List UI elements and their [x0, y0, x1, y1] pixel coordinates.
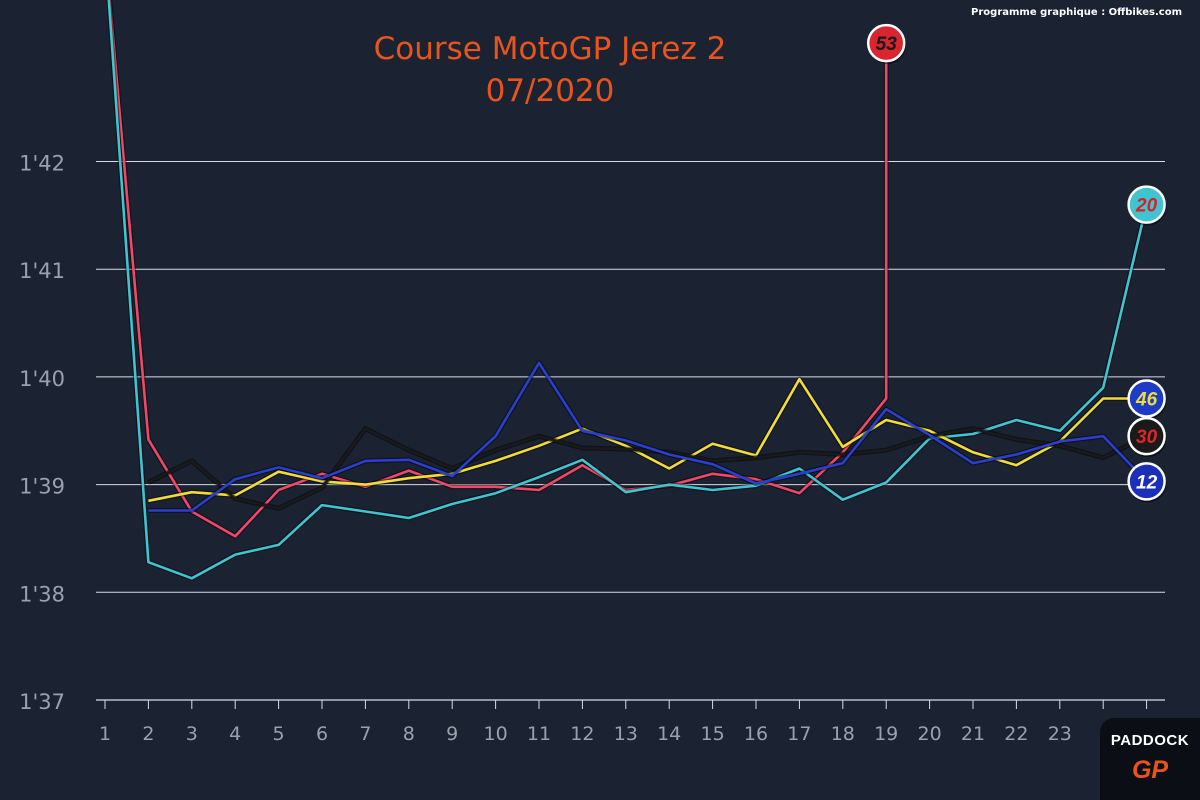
- series-lines: [106, 0, 1150, 581]
- series-line-53: [108, 0, 888, 538]
- x-tick-label: 21: [961, 723, 985, 745]
- x-tick-label: 8: [403, 723, 415, 745]
- rider-badge-46: 46: [1127, 379, 1167, 420]
- x-tick-label: 11: [527, 723, 551, 745]
- series-line-20: [107, 0, 1148, 580]
- x-tick-label: 7: [359, 723, 371, 745]
- grid-lines: [96, 161, 1165, 593]
- x-tick-label: 19: [874, 723, 898, 745]
- x-tick-label: 9: [446, 723, 458, 745]
- rider-badge-53: 53: [866, 23, 907, 65]
- chart-title: Course MotoGP Jerez 2: [373, 31, 727, 67]
- credit-text: Programme graphique : Offbikes.com: [971, 7, 1182, 18]
- rider-badge-number: 12: [1136, 472, 1158, 493]
- x-tick-label: 16: [744, 723, 768, 745]
- y-tick-label: 1'40: [19, 367, 65, 391]
- y-tick-label: 1'42: [19, 152, 65, 176]
- x-tick-label: 23: [1048, 723, 1072, 745]
- x-tick-label: 22: [1004, 723, 1028, 745]
- x-axis: 123456789101112131415161718192021222324: [96, 699, 1165, 745]
- rider-badges: 53 20 46 30 12: [866, 23, 1167, 503]
- x-tick-label: 17: [787, 723, 811, 745]
- x-tick-label: 18: [831, 723, 855, 745]
- logo-bottom-text: GP: [1131, 756, 1169, 784]
- x-tick-label: 12: [570, 723, 594, 745]
- y-tick-label: 1'38: [19, 582, 65, 606]
- y-tick-label: 1'41: [19, 259, 65, 283]
- x-tick-label: 13: [614, 723, 638, 745]
- x-tick-label: 15: [701, 723, 725, 745]
- x-tick-label: 10: [484, 723, 508, 745]
- x-tick-label: 3: [186, 723, 198, 745]
- x-tick-label: 2: [142, 723, 154, 745]
- x-tick-label: 20: [918, 723, 942, 745]
- x-tick-label: 14: [657, 723, 681, 745]
- x-tick-label: 6: [316, 723, 328, 745]
- y-axis-tick-labels: 1'37 1'38 1'39 1'40 1'41 1'42: [19, 152, 65, 714]
- y-tick-label: 1'37: [19, 690, 65, 714]
- chart-title-block: Course MotoGP Jerez 2 07/2020: [250, 28, 850, 112]
- series-line-46: [148, 377, 1147, 503]
- rider-badge-12: 12: [1127, 462, 1167, 503]
- rider-badge-number: 20: [1135, 196, 1158, 217]
- rider-badge-number: 53: [876, 34, 898, 55]
- chart-subtitle: 07/2020: [485, 73, 615, 109]
- series-line-30: [147, 427, 1148, 510]
- series-line-12: [148, 361, 1148, 512]
- rider-badge-number: 46: [1135, 389, 1158, 410]
- series-line-shadow: [147, 426, 1148, 511]
- y-tick-label: 1'39: [19, 475, 65, 499]
- logo-top-text: PADDOCK: [1110, 732, 1190, 749]
- x-tick-label: 1: [99, 723, 111, 745]
- x-tick-label: 4: [229, 723, 241, 745]
- rider-badge-number: 30: [1136, 427, 1158, 448]
- rider-badge-20: 20: [1127, 185, 1167, 226]
- x-tick-label: 5: [273, 723, 285, 745]
- rider-badge-30: 30: [1127, 416, 1167, 458]
- paddock-gp-logo: PADDOCK GP: [1100, 718, 1200, 800]
